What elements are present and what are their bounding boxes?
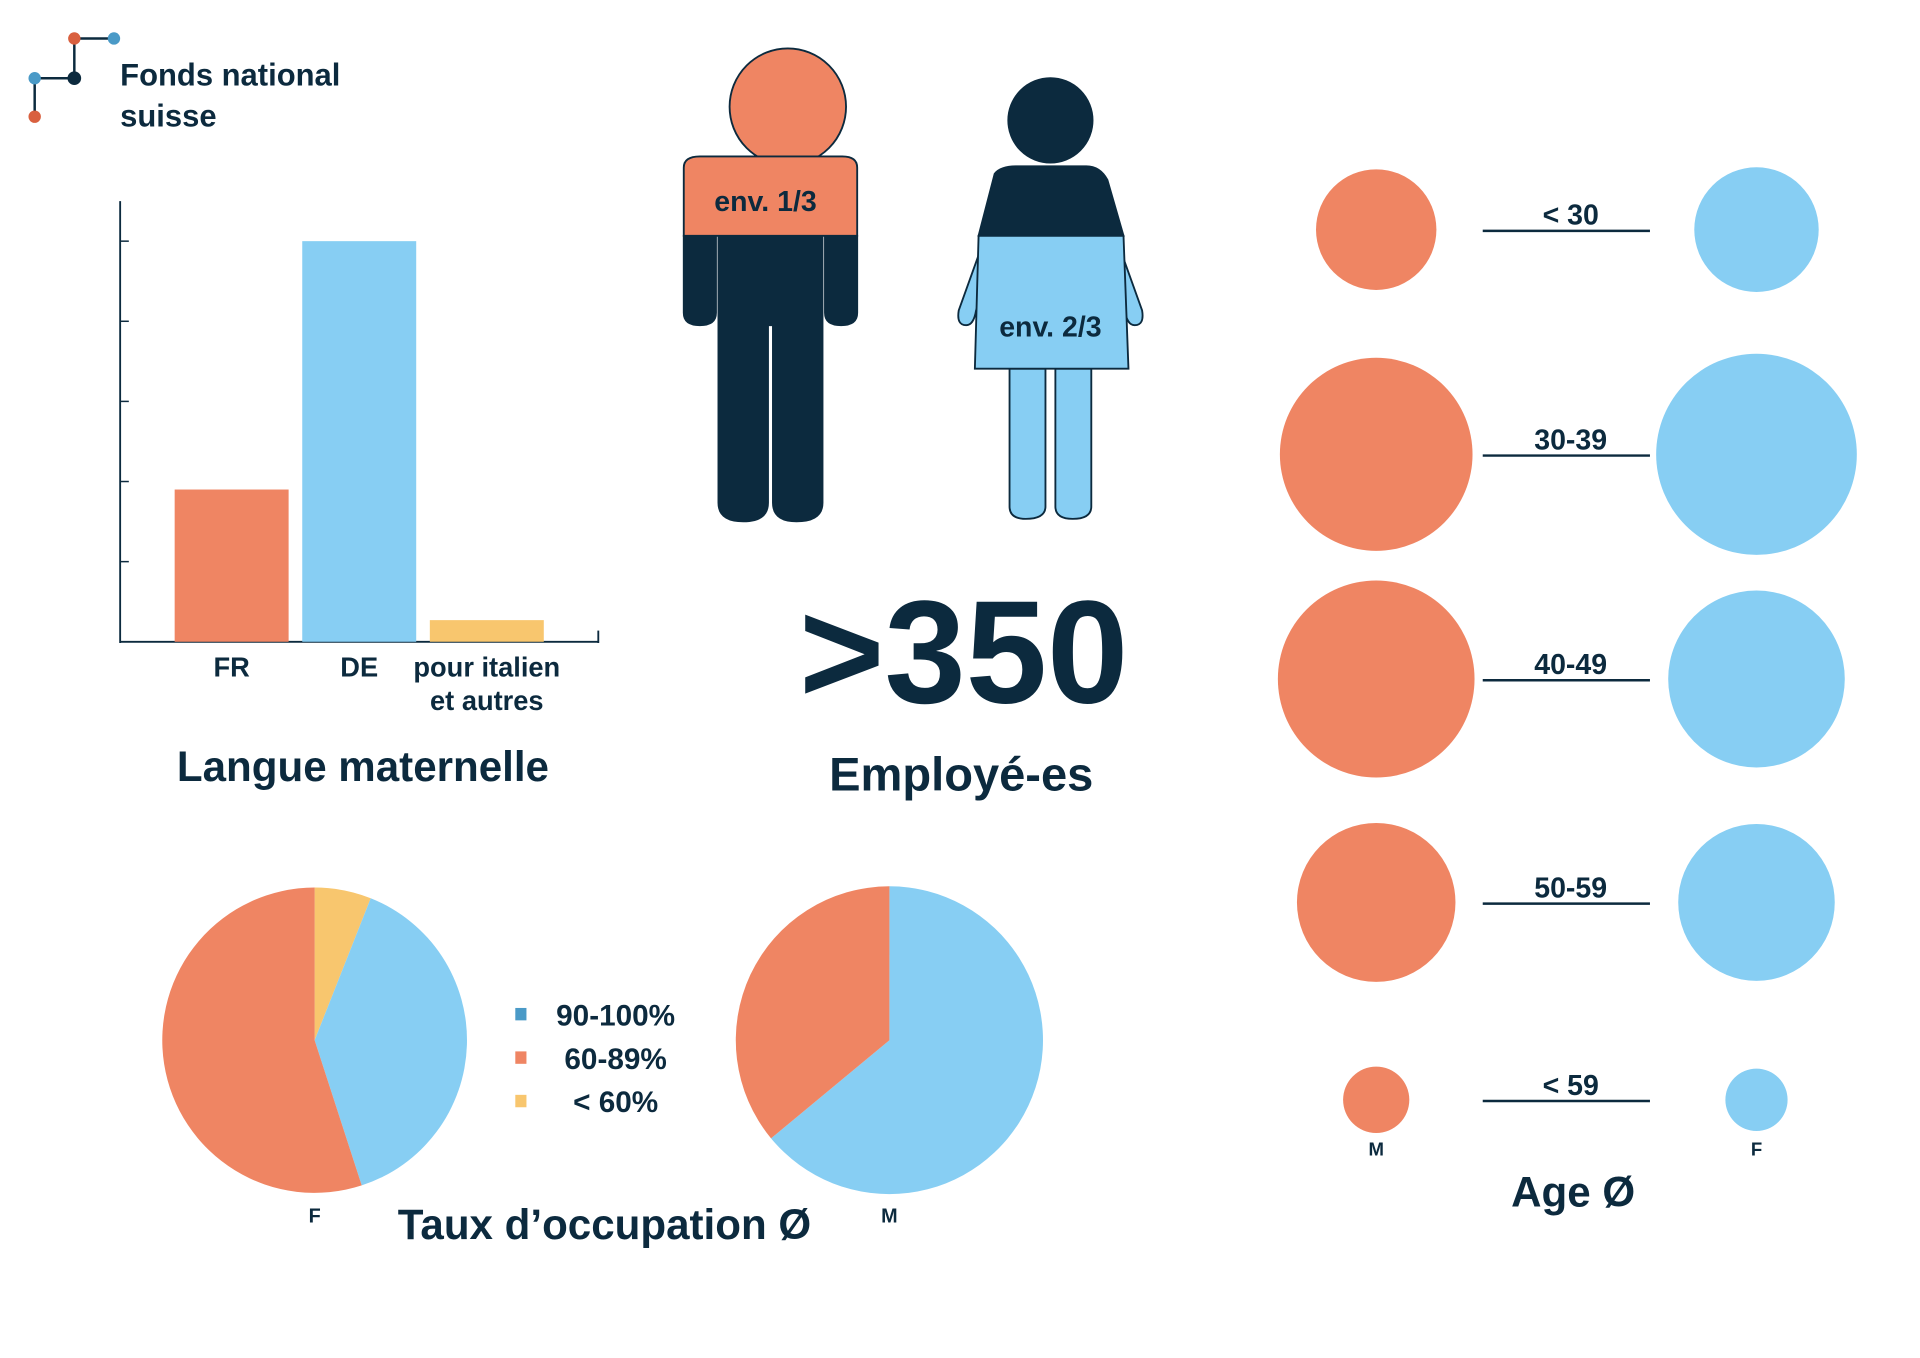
age-bubble-f [1656, 353, 1857, 555]
legend-label: 90-100% [556, 999, 675, 1032]
age-category-label: 30-39 [1534, 424, 1607, 456]
bar-category-label: FR [213, 651, 250, 682]
age-bubble-f [1725, 1068, 1788, 1131]
pie-label-f: F [309, 1206, 321, 1228]
bar-de [302, 241, 417, 642]
pie-slice-m [771, 886, 1043, 1195]
age-bubble-f [1668, 590, 1845, 768]
age-label-m: M [1368, 1139, 1383, 1160]
bar-category-label: DE [340, 651, 378, 682]
age-category-label: 40-49 [1534, 649, 1607, 681]
age-category-label: < 59 [1543, 1070, 1599, 1102]
age-bubble-m [1343, 1066, 1410, 1133]
female-figure-icon [957, 77, 1144, 520]
age-category-label: < 30 [1543, 200, 1599, 232]
pie-slice-m [735, 886, 890, 1139]
logo: Fonds national suisse [28, 32, 340, 134]
legend-label: 60-89% [564, 1043, 666, 1076]
logo-mark-icon [28, 32, 121, 123]
employee-count: >350 [799, 571, 1128, 734]
bar-chart-title: Langue maternelle [177, 743, 549, 790]
bar-category-label: et autres [430, 685, 544, 716]
legend-swatch [515, 1007, 527, 1021]
bar-pour [429, 620, 544, 642]
pie-slice-f [314, 887, 371, 1041]
logo-text-line2: suisse [120, 99, 216, 134]
age-bubble-f [1678, 824, 1835, 981]
bar-fr [174, 489, 289, 642]
pie-charts-occupation: 90-100% 60-89% < 60% F M Taux d’occupation… [162, 886, 1043, 1248]
female-share-label: env. 2/3 [999, 311, 1101, 343]
age-bubble-m [1279, 357, 1473, 551]
age-chart-title: Age Ø [1511, 1169, 1635, 1216]
employee-caption: Employé-es [829, 748, 1093, 801]
legend-swatch [515, 1051, 527, 1064]
pie-chart-title: Taux d’occupation Ø [398, 1201, 811, 1248]
male-share-label: env. 1/3 [714, 186, 816, 218]
legend-swatch [515, 1094, 527, 1108]
pie-slice-f [314, 898, 467, 1186]
age-bubble-f [1694, 167, 1819, 292]
age-bubble-m [1296, 823, 1456, 982]
legend-label: < 60% [573, 1086, 658, 1119]
age-bubble-chart: < 30 30-39 40-49 50-59 < 59 M F Age Ø [1277, 167, 1857, 1216]
male-figure-icon [682, 47, 859, 523]
bar-category-label: pour italien [413, 651, 560, 682]
age-bubble-m [1277, 580, 1475, 778]
age-bubble-m [1316, 169, 1437, 290]
pie-label-m: M [881, 1206, 898, 1228]
logo-text-line1: Fonds national [120, 58, 340, 93]
age-category-label: 50-59 [1534, 872, 1607, 904]
pie-slice-f [162, 887, 362, 1193]
age-label-f: F [1751, 1139, 1762, 1160]
